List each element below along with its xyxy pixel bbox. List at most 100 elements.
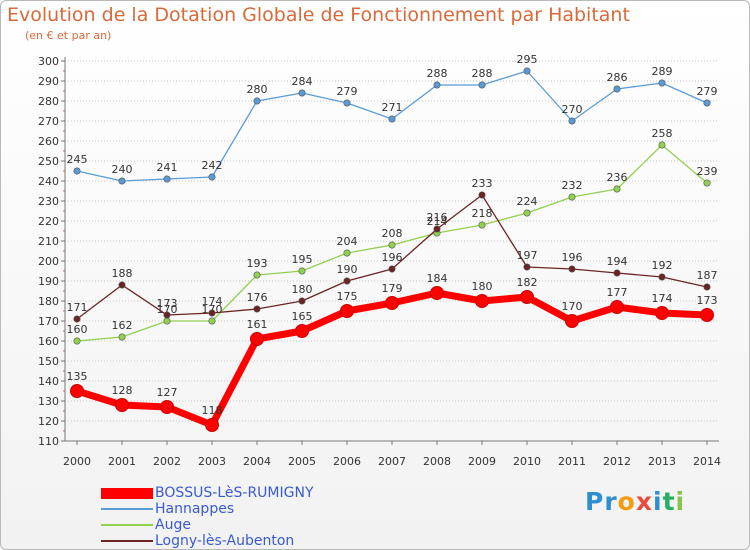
data-point [298, 267, 306, 275]
data-point [478, 81, 486, 89]
data-point [343, 99, 351, 107]
data-point [658, 79, 666, 87]
data-label: 174 [202, 295, 223, 308]
data-label: 182 [517, 276, 538, 289]
data-label: 170 [562, 300, 583, 313]
proxiti-logo: Proxiti [585, 487, 685, 516]
data-label: 286 [607, 71, 628, 84]
data-point [655, 306, 669, 320]
data-point [523, 209, 531, 217]
data-label: 179 [382, 282, 403, 295]
data-point [565, 314, 579, 328]
data-label: 270 [562, 103, 583, 116]
data-label: 288 [472, 67, 493, 80]
data-point [478, 221, 486, 229]
data-label: 175 [337, 290, 358, 303]
y-tick-label: 270 [38, 115, 59, 128]
data-label: 280 [247, 83, 268, 96]
legend-label: Logny-lès-Aubenton [155, 533, 295, 549]
data-label: 180 [472, 280, 493, 293]
legend-label: BOSSUS-LèS-RUMIGNY [155, 485, 314, 501]
data-point [478, 191, 486, 199]
y-tick-label: 150 [38, 355, 59, 368]
x-tick-label: 2013 [648, 455, 676, 468]
chart-subtitle: (en € et par an) [25, 29, 112, 42]
x-tick-label: 2009 [468, 455, 496, 468]
data-label: 128 [112, 384, 133, 397]
data-label: 177 [607, 286, 628, 299]
data-label: 174 [652, 292, 673, 305]
data-label: 288 [427, 67, 448, 80]
data-point [610, 300, 624, 314]
logo-letter: P [585, 487, 605, 516]
data-label: 173 [697, 294, 718, 307]
data-point [613, 269, 621, 277]
x-tick-label: 2008 [423, 455, 451, 468]
logo-letter: r [604, 487, 618, 516]
y-tick-label: 210 [38, 235, 59, 248]
data-label: 295 [517, 53, 538, 66]
data-label: 118 [202, 404, 223, 417]
y-tick-label: 240 [38, 175, 59, 188]
data-point [295, 324, 309, 338]
data-label: 170 [157, 303, 178, 316]
logo-letter: x [635, 487, 653, 516]
data-point [475, 294, 489, 308]
data-label: 241 [157, 161, 178, 174]
logo-letter: t [662, 487, 676, 516]
data-point [388, 241, 396, 249]
data-point [118, 177, 126, 185]
legend-swatch [101, 524, 153, 526]
data-label: 216 [427, 211, 448, 224]
data-point [523, 263, 531, 271]
data-label: 161 [247, 318, 268, 331]
data-point [250, 332, 264, 346]
data-point [118, 281, 126, 289]
data-label: 171 [67, 301, 88, 314]
data-label: 204 [337, 235, 358, 248]
data-label: 160 [67, 323, 88, 336]
data-point [433, 81, 441, 89]
data-point [163, 175, 171, 183]
data-label: 165 [292, 310, 313, 323]
data-point [208, 317, 216, 325]
y-tick-label: 290 [38, 75, 59, 88]
y-tick-label: 260 [38, 135, 59, 148]
data-label: 162 [112, 319, 133, 332]
data-label: 258 [652, 127, 673, 140]
data-label: 224 [517, 195, 538, 208]
data-point [298, 297, 306, 305]
data-point [388, 265, 396, 273]
logo-letter: i [675, 487, 686, 516]
legend-swatch [101, 487, 153, 499]
data-label: 195 [292, 253, 313, 266]
data-label: 245 [67, 153, 88, 166]
legend-swatch [101, 508, 153, 510]
data-point [700, 308, 714, 322]
y-tick-label: 120 [38, 415, 59, 428]
data-label: 279 [697, 85, 718, 98]
data-label: 289 [652, 65, 673, 78]
data-label: 196 [382, 251, 403, 264]
data-label: 233 [472, 177, 493, 190]
data-label: 188 [112, 267, 133, 280]
y-tick-label: 220 [38, 215, 59, 228]
y-tick-label: 140 [38, 375, 59, 388]
x-tick-label: 2002 [153, 455, 181, 468]
data-point [205, 418, 219, 432]
data-point [340, 304, 354, 318]
x-tick-label: 2010 [513, 455, 541, 468]
data-point [253, 97, 261, 105]
data-label: 239 [697, 165, 718, 178]
data-point [253, 271, 261, 279]
data-point [118, 333, 126, 341]
data-label: 208 [382, 227, 403, 240]
x-tick-label: 2006 [333, 455, 361, 468]
x-tick-label: 2001 [108, 455, 136, 468]
data-point [613, 85, 621, 93]
logo-letter: o [617, 487, 636, 516]
x-tick-label: 2007 [378, 455, 406, 468]
data-point [613, 185, 621, 193]
